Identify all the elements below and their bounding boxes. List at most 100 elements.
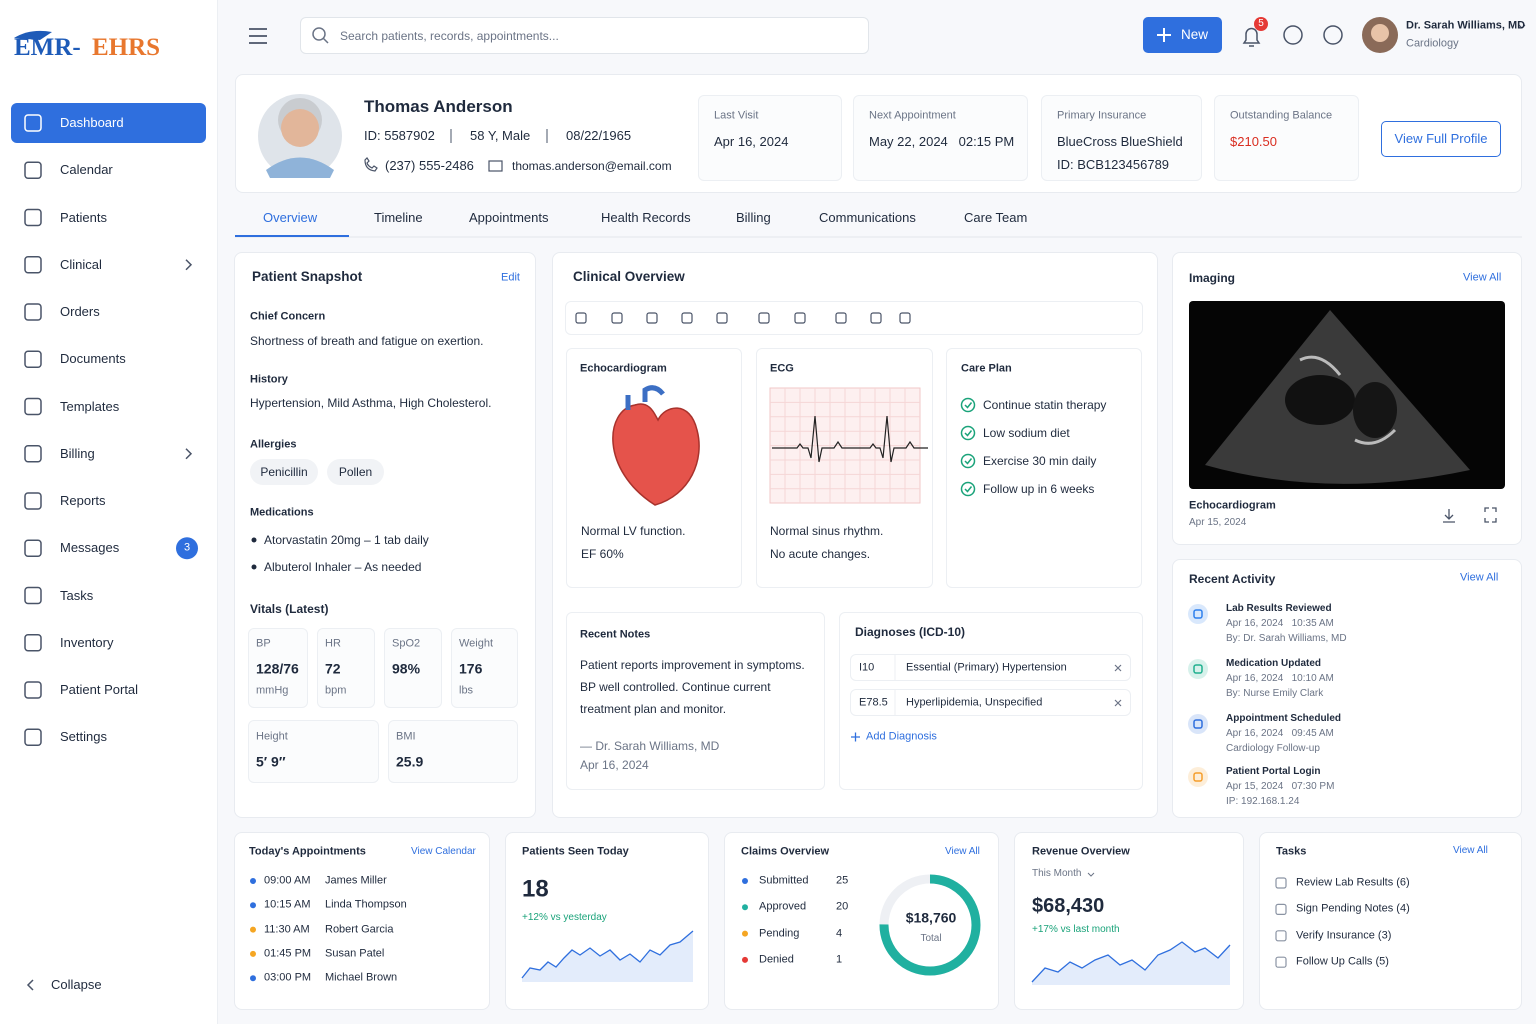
vital-box bbox=[451, 628, 518, 708]
tab[interactable]: Appointments bbox=[469, 210, 549, 226]
claims-total-label: Total bbox=[920, 933, 942, 944]
edit-link[interactable]: Edit bbox=[501, 271, 520, 284]
nav-item[interactable]: Messages bbox=[60, 540, 120, 556]
search-box[interactable] bbox=[300, 17, 869, 54]
diagnosis-desc: Essential (Primary) Hypertension bbox=[906, 661, 1067, 674]
activity-time: Apr 15, 2024 07:30 PM bbox=[1226, 781, 1335, 792]
tab[interactable]: Care Team bbox=[964, 210, 1028, 226]
nav-item[interactable]: Dashboard bbox=[60, 115, 124, 131]
patients-seen-value: 18 bbox=[522, 875, 549, 903]
nav-item[interactable]: Billing bbox=[60, 445, 95, 461]
tab[interactable]: Communications bbox=[819, 210, 916, 226]
claims-total: $18,760 bbox=[905, 909, 957, 926]
view-all[interactable]: View All bbox=[1463, 271, 1502, 284]
panel-title: Echocardiogram bbox=[580, 362, 667, 375]
medication: Albuterol Inhaler – As needed bbox=[264, 559, 422, 574]
tab[interactable]: Timeline bbox=[374, 210, 423, 226]
activity-title: Medication Updated bbox=[1226, 658, 1322, 669]
new-button[interactable] bbox=[1143, 17, 1222, 53]
task-item[interactable]: Verify Insurance (3) bbox=[1296, 929, 1392, 942]
summary-label: Outstanding Balance bbox=[1230, 109, 1333, 122]
avatar bbox=[1362, 17, 1398, 53]
nav-item[interactable]: Clinical bbox=[60, 256, 102, 272]
activity-detail: By: Dr. Sarah Williams, MD bbox=[1226, 633, 1347, 644]
care-plan-item: Low sodium diet bbox=[983, 425, 1070, 440]
card-title: Today's Appointments bbox=[249, 845, 366, 858]
nav-item[interactable]: Patients bbox=[60, 209, 107, 225]
appointment-name: Susan Patel bbox=[325, 947, 385, 960]
allergy: Penicillin bbox=[260, 464, 308, 479]
medication: Atorvastatin 20mg – 1 tab daily bbox=[264, 532, 429, 547]
view-all[interactable]: View All bbox=[945, 846, 980, 857]
nav-item[interactable]: Calendar bbox=[60, 162, 113, 178]
nav-item[interactable]: Settings bbox=[60, 729, 107, 745]
new-button-label[interactable]: New bbox=[1181, 26, 1209, 42]
summary-card bbox=[698, 95, 842, 181]
vital-box bbox=[317, 628, 375, 708]
view-calendar[interactable]: View Calendar bbox=[411, 846, 476, 857]
search-placeholder: Search patients, records, appointments..… bbox=[340, 28, 559, 43]
nav-item[interactable]: Tasks bbox=[60, 587, 94, 603]
patient-age-sex: 58 Y, Male bbox=[470, 128, 531, 144]
period-select[interactable]: This Month bbox=[1032, 868, 1082, 879]
summary-card bbox=[1214, 95, 1359, 181]
nav-item[interactable]: Reports bbox=[60, 493, 106, 509]
patient-dob: 08/22/1965 bbox=[566, 128, 632, 144]
nav-active bbox=[11, 103, 206, 143]
diagnosis-code: E78.5 bbox=[859, 696, 888, 709]
panel-title: Recent Notes bbox=[580, 628, 651, 641]
activity-detail: By: Nurse Emily Clark bbox=[1226, 688, 1324, 699]
collapse[interactable]: Collapse bbox=[51, 977, 102, 993]
nav-item[interactable]: Documents bbox=[60, 351, 126, 367]
activity-card bbox=[1172, 559, 1522, 818]
tab[interactable]: Billing bbox=[736, 210, 771, 226]
vital-label: Weight bbox=[459, 637, 494, 650]
card-title: Recent Activity bbox=[1189, 571, 1276, 586]
diagnosis-row bbox=[850, 654, 1131, 681]
panel-title: Care Plan bbox=[961, 362, 1012, 375]
allergy: Pollen bbox=[338, 464, 373, 479]
appointment-time: 03:00 PM bbox=[264, 971, 312, 984]
badge: 3 bbox=[183, 541, 191, 554]
care-plan-item: Continue statin therapy bbox=[983, 397, 1107, 412]
patients-seen-change: +12% vs yesterday bbox=[522, 912, 607, 923]
view-all[interactable]: View All bbox=[1460, 571, 1499, 584]
tab[interactable]: Overview bbox=[263, 210, 318, 226]
notes-card bbox=[566, 612, 825, 790]
view-profile-button[interactable] bbox=[1381, 121, 1501, 157]
notification-count: 5 bbox=[1258, 18, 1264, 29]
summary-detail: ID: BCB123456789 bbox=[1057, 157, 1170, 173]
tab[interactable]: Health Records bbox=[601, 210, 691, 226]
summary-value: $210.50 bbox=[1230, 134, 1277, 150]
nav-item[interactable]: Inventory bbox=[60, 634, 114, 650]
appointment-name: James Miller bbox=[325, 874, 387, 887]
revenue-value: $68,430 bbox=[1032, 895, 1105, 917]
task-item[interactable]: Follow Up Calls (5) bbox=[1296, 955, 1389, 968]
activity-detail: IP: 192.168.1.24 bbox=[1226, 796, 1300, 807]
nav-item[interactable]: Orders bbox=[60, 304, 100, 320]
claim-value: 4 bbox=[836, 927, 843, 939]
add-diagnosis[interactable]: Add Diagnosis bbox=[866, 730, 937, 743]
vital-value: 176 bbox=[459, 660, 483, 677]
ultrasound-image bbox=[1189, 301, 1505, 489]
vital-unit: lbs bbox=[459, 684, 474, 697]
nav-item[interactable]: Templates bbox=[60, 398, 120, 414]
view-all[interactable]: View All bbox=[1453, 845, 1488, 856]
vital-label: SpO2 bbox=[392, 637, 421, 650]
view-profile-label[interactable]: View Full Profile bbox=[1394, 131, 1488, 147]
summary-label: Next Appointment bbox=[869, 109, 956, 122]
card-title: Patients Seen Today bbox=[522, 845, 629, 858]
nav-item[interactable]: Patient Portal bbox=[60, 682, 139, 698]
vital-label: BP bbox=[256, 637, 271, 650]
appointment-time: 10:15 AM bbox=[264, 898, 311, 911]
task-item[interactable]: Sign Pending Notes (4) bbox=[1296, 902, 1410, 915]
note-date: Apr 16, 2024 bbox=[580, 757, 649, 772]
patient-id: ID: 5587902 bbox=[364, 128, 435, 144]
section-label: Medications bbox=[250, 506, 314, 519]
image-caption: Echocardiogram bbox=[1189, 499, 1276, 512]
task-item[interactable]: Review Lab Results (6) bbox=[1296, 876, 1410, 889]
activity-title: Appointment Scheduled bbox=[1226, 713, 1341, 724]
allergy-chip bbox=[250, 459, 318, 485]
panel-text: No acute changes. bbox=[770, 546, 871, 561]
